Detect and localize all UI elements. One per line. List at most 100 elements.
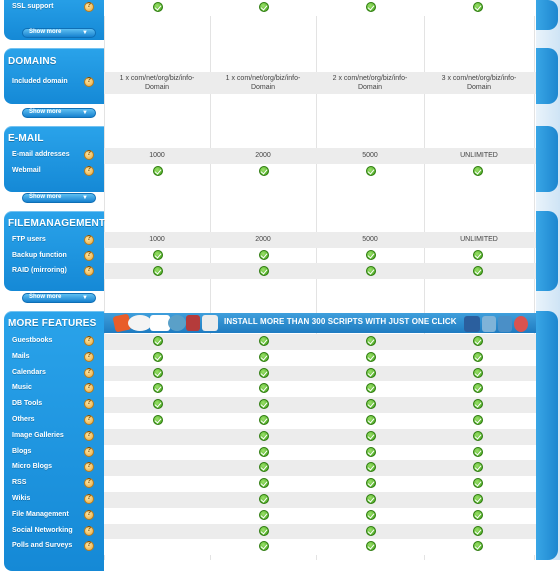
check-icon bbox=[473, 462, 483, 472]
info-icon[interactable] bbox=[84, 166, 94, 176]
grid-line bbox=[210, 0, 211, 560]
info-icon[interactable] bbox=[84, 383, 94, 393]
row-label-text: Wikis bbox=[12, 495, 31, 502]
info-icon[interactable] bbox=[84, 352, 94, 362]
info-icon[interactable] bbox=[84, 77, 94, 87]
row-label-text: File Management bbox=[12, 511, 69, 518]
info-icon[interactable] bbox=[84, 235, 94, 245]
table-row bbox=[104, 0, 536, 16]
app-logo-icon bbox=[186, 315, 200, 331]
check-icon bbox=[366, 494, 376, 504]
check-icon bbox=[366, 478, 376, 488]
row-label-email-addresses: E-mail addresses bbox=[8, 149, 100, 163]
row-label-text: SSL support bbox=[12, 3, 54, 10]
check-icon bbox=[366, 352, 376, 362]
grid-line bbox=[424, 0, 425, 560]
info-icon[interactable] bbox=[84, 447, 94, 457]
row-label-text: Webmail bbox=[12, 167, 41, 174]
row-label-text: RSS bbox=[12, 479, 27, 486]
check-icon bbox=[366, 336, 376, 346]
check-icon bbox=[366, 541, 376, 551]
right-cap bbox=[536, 126, 558, 192]
check-icon bbox=[366, 383, 376, 393]
check-icon bbox=[259, 250, 269, 260]
check-icon bbox=[153, 166, 163, 176]
info-icon[interactable] bbox=[84, 431, 94, 441]
table-row bbox=[104, 366, 536, 382]
table-cell: 2 x com/net/org/biz/info- Domain bbox=[316, 74, 424, 92]
row-label-music: Music bbox=[8, 382, 100, 396]
row-label-rss: RSS bbox=[8, 477, 100, 491]
row-label-others: Others bbox=[8, 414, 100, 428]
table-row bbox=[104, 72, 536, 94]
row-label-text: Music bbox=[12, 384, 32, 391]
row-label-text: Included domain bbox=[12, 78, 68, 85]
scripts-banner[interactable]: INSTALL MORE THAN 300 SCRIPTS WITH JUST … bbox=[104, 313, 536, 333]
check-icon bbox=[153, 266, 163, 276]
row-label-text: Backup function bbox=[12, 252, 67, 259]
row-label-text: Mails bbox=[12, 353, 30, 360]
info-icon[interactable] bbox=[84, 462, 94, 472]
info-icon[interactable] bbox=[84, 478, 94, 488]
check-icon bbox=[259, 266, 269, 276]
table-cell: 5000 bbox=[362, 236, 378, 243]
table-row bbox=[104, 445, 536, 461]
show-more-button[interactable]: Show more ▼ bbox=[22, 193, 96, 203]
table-row bbox=[104, 413, 536, 429]
info-icon[interactable] bbox=[84, 526, 94, 536]
show-more-button[interactable]: Show more ▼ bbox=[22, 28, 96, 38]
cell-line: 2 x com/net/org/biz/info- bbox=[332, 75, 408, 82]
check-icon bbox=[153, 415, 163, 425]
info-icon[interactable] bbox=[84, 266, 94, 276]
info-icon[interactable] bbox=[84, 399, 94, 409]
info-icon[interactable] bbox=[84, 541, 94, 551]
right-cap bbox=[536, 311, 558, 560]
check-icon bbox=[259, 336, 269, 346]
show-more-button[interactable]: Show more ▼ bbox=[22, 108, 96, 118]
info-icon[interactable] bbox=[84, 368, 94, 378]
section-title-email: E-MAIL bbox=[8, 133, 44, 144]
info-icon[interactable] bbox=[84, 510, 94, 520]
check-icon bbox=[259, 399, 269, 409]
show-more-button[interactable]: Show more ▼ bbox=[22, 293, 96, 303]
check-icon bbox=[473, 2, 483, 12]
check-icon bbox=[366, 526, 376, 536]
info-icon[interactable] bbox=[84, 415, 94, 425]
info-icon[interactable] bbox=[84, 251, 94, 261]
row-label-text: Image Galleries bbox=[12, 432, 64, 439]
table-row bbox=[104, 508, 536, 524]
info-icon[interactable] bbox=[84, 494, 94, 504]
table-row bbox=[104, 381, 536, 397]
row-label-micro-blogs: Micro Blogs bbox=[8, 461, 100, 475]
section-title-domains: DOMAINS bbox=[8, 56, 57, 67]
check-icon bbox=[473, 494, 483, 504]
show-more-label: Show more bbox=[29, 109, 62, 115]
row-label-backup-function: Backup function bbox=[8, 250, 100, 264]
app-logo-icon bbox=[498, 316, 512, 332]
row-label-calendars: Calendars bbox=[8, 367, 100, 381]
check-icon bbox=[473, 336, 483, 346]
app-logo-icon bbox=[464, 316, 480, 332]
row-label-text: Guestbooks bbox=[12, 337, 53, 344]
row-label-text: Polls and Surveys bbox=[12, 542, 73, 549]
row-label-raid-mirroring: RAID (mirroring) bbox=[8, 265, 100, 279]
check-icon bbox=[259, 431, 269, 441]
check-icon bbox=[366, 2, 376, 12]
cell-line: 1 x com/net/org/biz/info- bbox=[225, 75, 301, 82]
info-icon[interactable] bbox=[84, 336, 94, 346]
check-icon bbox=[259, 510, 269, 520]
info-icon[interactable] bbox=[84, 2, 94, 12]
row-label-mails: Mails bbox=[8, 351, 100, 365]
row-label-wikis: Wikis bbox=[8, 493, 100, 507]
info-icon[interactable] bbox=[84, 150, 94, 160]
check-icon bbox=[153, 368, 163, 378]
table-row bbox=[104, 524, 536, 540]
check-icon bbox=[259, 383, 269, 393]
table-row bbox=[104, 492, 536, 508]
chevron-down-icon: ▼ bbox=[82, 295, 88, 301]
check-icon bbox=[153, 399, 163, 409]
table-row bbox=[104, 350, 536, 366]
table-cell: 5000 bbox=[362, 152, 378, 159]
check-icon bbox=[473, 352, 483, 362]
chevron-down-icon: ▼ bbox=[82, 30, 88, 36]
